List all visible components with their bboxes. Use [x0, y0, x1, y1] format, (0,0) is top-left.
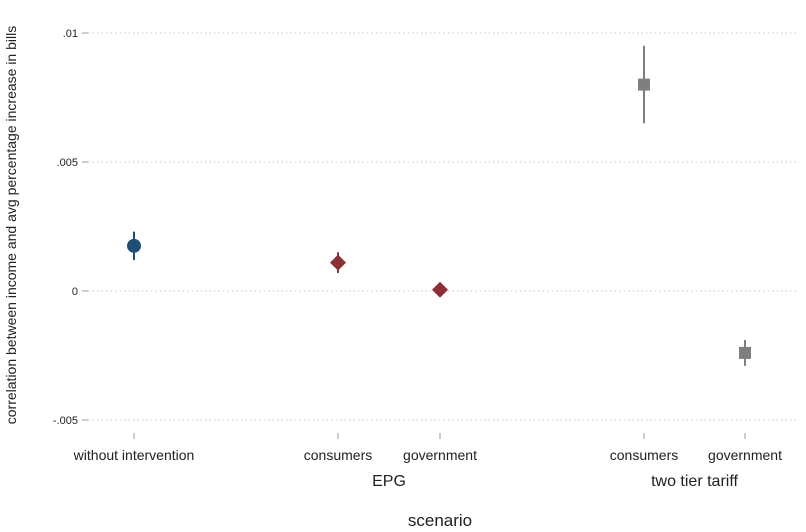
- gridlines: [88, 32, 798, 421]
- y-axis-ticks: .01 .005 0 -.005: [53, 28, 88, 427]
- data-point-circle: [127, 238, 141, 253]
- group-label: EPG: [372, 473, 406, 490]
- y-tick-label: -.005: [53, 415, 78, 427]
- group-labels: EPG two tier tariff: [372, 473, 738, 490]
- y-tick-label: .005: [57, 157, 78, 169]
- x-tick-label: consumers: [304, 447, 372, 463]
- x-tick-label: without intervention: [73, 447, 195, 463]
- confidence-intervals: [133, 45, 746, 366]
- data-point-diamond: [330, 254, 346, 271]
- y-tick-label: 0: [72, 286, 78, 298]
- data-point-diamond: [432, 281, 448, 298]
- group-label: two tier tariff: [651, 473, 738, 490]
- y-axis-title: correlation between income and avg perce…: [3, 26, 19, 424]
- data-point-square: [739, 346, 751, 359]
- y-tick-label: .01: [63, 28, 78, 40]
- data-point-square: [638, 78, 650, 91]
- x-tick-label: government: [403, 447, 477, 463]
- data-points: [127, 78, 751, 359]
- x-tick-label: consumers: [610, 447, 678, 463]
- x-axis-title: scenario: [408, 511, 472, 530]
- x-axis-ticks: without intervention consumers government c…: [73, 433, 782, 463]
- x-tick-label: government: [708, 447, 782, 463]
